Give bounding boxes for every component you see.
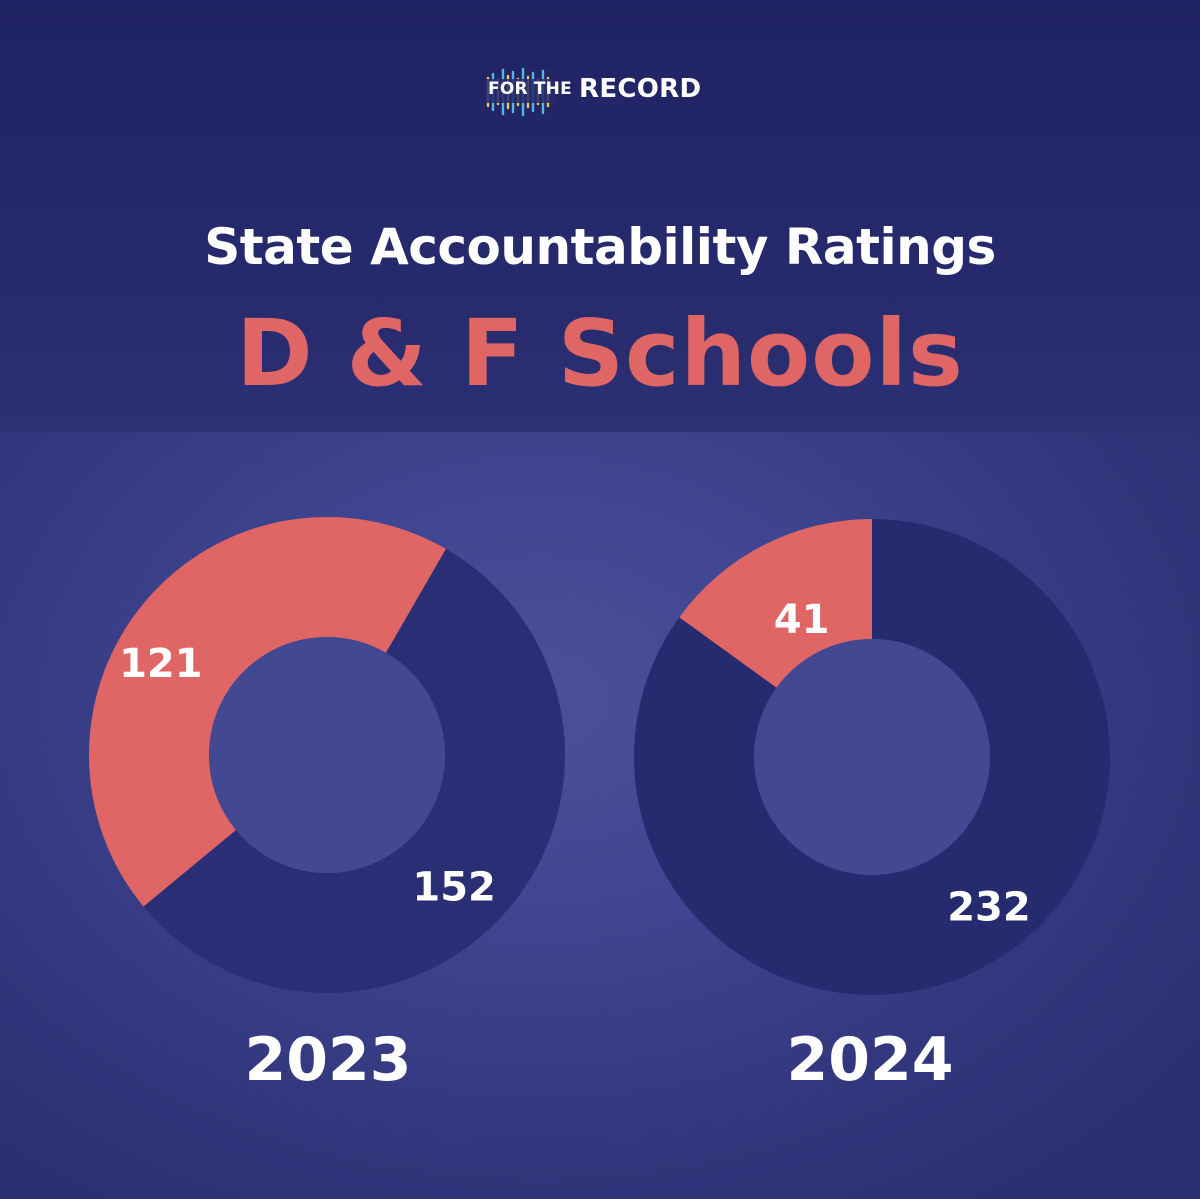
header-band [0, 0, 1200, 432]
donut-hole-2024 [754, 639, 990, 875]
chart-subtitle: D & F Schools [236, 300, 964, 407]
data-label-2023-highlight: 121 [119, 641, 203, 687]
data-label-2023-other: 152 [412, 865, 496, 911]
chart-title: State Accountability Ratings [204, 218, 996, 276]
data-label-2024-other: 232 [947, 885, 1031, 931]
for-the-record-logo: FOR THE RECORD [485, 66, 725, 118]
slice-other-2024 [634, 519, 1111, 996]
year-label-2024: 2024 [786, 1025, 954, 1095]
sound-wave-icon [485, 67, 555, 117]
logo-brand: RECORD [579, 74, 702, 104]
data-label-2024-highlight: 41 [774, 597, 830, 643]
slice-d-f-schools-2023 [88, 516, 446, 907]
slice-other-2023 [143, 548, 565, 993]
logo-prefix: FOR THE [488, 79, 572, 99]
slice-d-f-schools-2024 [679, 519, 872, 688]
year-label-2023: 2023 [244, 1025, 412, 1095]
donut-hole-2023 [209, 637, 445, 873]
